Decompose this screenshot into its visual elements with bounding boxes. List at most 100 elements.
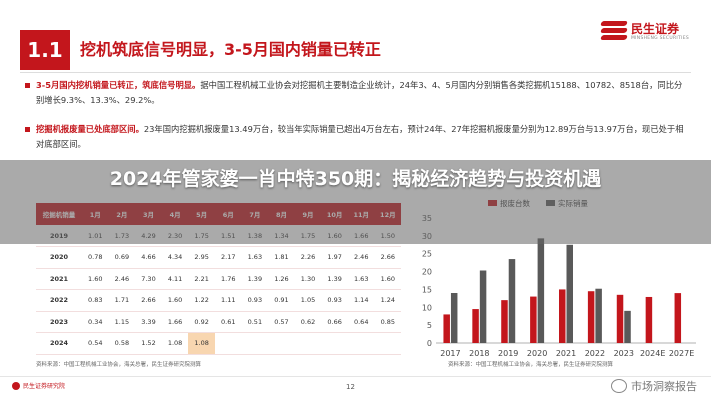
y-tick-label: 10 — [422, 303, 432, 312]
table-cell: 0.57 — [268, 311, 295, 333]
scrap-vs-sales-bar-chart: 0510152025303520172018201920202021202220… — [422, 198, 696, 358]
y-tick-label: 5 — [427, 321, 432, 330]
table-year-cell: 2021 — [36, 268, 82, 290]
overlay-title: 2024年管家婆一肖中特350期：揭秘经济趋势与投资机遇 — [109, 168, 602, 190]
bar-sales — [508, 259, 516, 343]
table-cell: 2.95 — [188, 246, 215, 269]
table-cell: 2.21 — [188, 268, 215, 290]
table-cell: 1.52 — [135, 332, 162, 355]
bar-sales — [595, 288, 602, 343]
bullet-sales: 3-5月国内挖机销量已转正，筑底信号明显。据中国工程机械工业协会对挖掘机主要制造… — [25, 78, 686, 108]
table-cell: 0.78 — [82, 246, 109, 269]
table-row: 2022 0.83 1.71 2.66 1.60 1.22 1.11 0.93 0.91 1.05… — [36, 289, 402, 312]
watermark-text: 市场洞察报告 — [631, 380, 697, 393]
bar-scrap — [674, 293, 682, 343]
table-cell: 0.51 — [241, 311, 269, 333]
brand-logo: 民生证券 MINSHENG SECURITIES — [600, 20, 689, 42]
bar-scrap — [443, 314, 450, 343]
bar-sales — [624, 310, 631, 343]
header-divider — [20, 72, 691, 73]
bullet-text: 据中国工程机械工业协会对挖掘机主要制造企业统计，24年3、4、5月国内分别销售各… — [36, 80, 683, 105]
minsheng-logo-icon — [600, 20, 628, 42]
table-cell: 1.76 — [214, 268, 242, 290]
bar-scrap — [501, 300, 508, 343]
table-cell: 2.66 — [135, 289, 162, 312]
table-cell: 0.58 — [108, 332, 136, 355]
table-cell: 1.08 — [188, 332, 215, 355]
footer-logo-text: 民生证券研究院 — [23, 383, 66, 390]
bullet-text: 23年国内挖掘机报废量13.49万台，较当年实际销量已超出4万台左右，预计24年… — [36, 124, 684, 149]
x-tick-label: 2020 — [527, 349, 547, 358]
table-cell: 1.71 — [108, 289, 136, 312]
bar-sales — [450, 293, 458, 343]
table-cell: 1.81 — [268, 246, 295, 269]
table-cell: 0.91 — [268, 289, 295, 312]
table-cell: 1.26 — [268, 268, 295, 290]
table-cell — [241, 332, 269, 355]
chart-source: 资料来源：中国工程机械工业协会，海关总署，民生证券研究院测算 — [448, 362, 614, 368]
watermark: 市场洞察报告 — [611, 378, 697, 394]
table-cell: 1.63 — [241, 246, 269, 269]
footer-divider — [0, 376, 711, 377]
x-tick-label: 2027E — [669, 349, 694, 358]
table-cell: 1.05 — [294, 289, 322, 312]
table-cell: 1.66 — [161, 311, 189, 333]
x-tick-label: 2017 — [440, 349, 460, 358]
table-cell: 4.34 — [161, 246, 189, 269]
bar-sales — [566, 244, 573, 343]
page-number: 12 — [346, 383, 355, 391]
table-cell: 0.85 — [374, 311, 402, 333]
table-cell: 1.60 — [374, 268, 402, 290]
y-tick-label: 20 — [422, 268, 432, 277]
table-cell — [294, 332, 322, 355]
bar-scrap — [587, 291, 595, 343]
table-cell: 1.08 — [161, 332, 189, 355]
table-cell: 0.54 — [82, 332, 109, 355]
overlay-banner — [0, 160, 711, 244]
table-cell: 2.46 — [108, 268, 136, 290]
bar-sales — [537, 238, 545, 343]
bar-sales — [479, 270, 487, 343]
table-year-cell: 2020 — [36, 246, 82, 269]
table-cell: 2.46 — [347, 246, 375, 269]
footer-logo: 民生证券研究院 — [12, 381, 65, 390]
table-cell: 2.17 — [214, 246, 242, 269]
table-cell — [214, 332, 242, 355]
table-cell — [268, 332, 295, 355]
table-cell: 0.93 — [241, 289, 269, 312]
table-row: 2024 0.54 0.58 1.52 1.08 1.08 — [36, 332, 402, 355]
table-year-cell: 2022 — [36, 289, 82, 312]
table-cell: 3.39 — [135, 311, 162, 333]
table-cell: 0.66 — [321, 311, 348, 333]
bar-scrap — [472, 309, 479, 343]
bar-scrap — [645, 296, 653, 343]
bullet-lead: 3-5月国内挖机销量已转正，筑底信号明显。 — [36, 80, 201, 90]
bullet-lead: 挖掘机报废量已处底部区间。 — [36, 124, 144, 134]
table-cell: 1.30 — [294, 268, 322, 290]
y-tick-label: 0 — [427, 339, 432, 348]
bullet-scrap: 挖掘机报废量已处底部区间。23年国内挖掘机报废量13.49万台，较当年实际销量已… — [25, 122, 686, 152]
table-year-cell: 2024 — [36, 332, 82, 355]
table-cell: 1.22 — [188, 289, 215, 312]
table-row: 2023 0.34 1.15 3.39 1.66 0.92 0.61 0.51 0.57 0.62… — [36, 311, 402, 333]
x-tick-label: 2024E — [640, 349, 665, 358]
table-row: 2021 1.60 2.46 7.30 4.11 2.21 1.76 1.39 1.26 1.30… — [36, 268, 402, 290]
x-tick-label: 2019 — [498, 349, 518, 358]
y-tick-label: 25 — [422, 250, 432, 259]
table-source: 资料来源：中国工程机械工业协会，海关总署，民生证券研究院测算 — [36, 362, 202, 368]
table-cell: 0.34 — [82, 311, 109, 333]
logo-english: MINSHENG SECURITIES — [630, 35, 689, 41]
x-tick-label: 2018 — [469, 349, 489, 358]
table-cell: 4.11 — [161, 268, 189, 290]
table-cell: 0.83 — [82, 289, 109, 312]
table-cell: 1.39 — [321, 268, 348, 290]
table-cell: 0.69 — [108, 246, 136, 269]
y-tick-label: 15 — [422, 285, 432, 294]
table-row: 2020 0.78 0.69 4.66 4.34 2.95 2.17 1.63 1.81 2.26… — [36, 246, 402, 269]
table-cell — [347, 332, 375, 355]
table-cell — [321, 332, 348, 355]
x-tick-label: 2022 — [585, 349, 605, 358]
table-cell: 4.66 — [135, 246, 162, 269]
table-cell: 1.11 — [214, 289, 242, 312]
